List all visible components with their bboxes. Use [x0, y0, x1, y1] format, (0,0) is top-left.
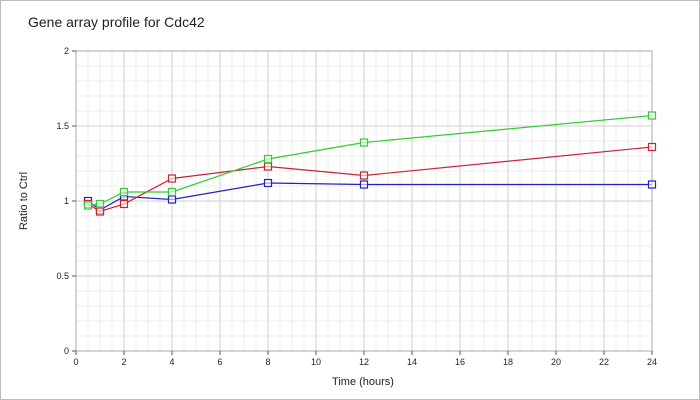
x-tick-label: 2	[121, 357, 126, 367]
x-axis-label: Time (hours)	[332, 376, 394, 388]
x-tick-label: 14	[407, 357, 417, 367]
data-point-marker	[263, 162, 273, 171]
series-1	[83, 178, 657, 215]
y-tick-label: 2	[64, 46, 69, 56]
x-tick-label: 12	[359, 357, 369, 367]
x-tick-label: 4	[169, 357, 174, 367]
data-point-marker	[647, 142, 657, 152]
y-axis-label: Ratio to Ctrl	[18, 172, 30, 230]
y-tick-label: 0.5	[56, 271, 69, 281]
y-tick-label: 0	[64, 346, 69, 356]
data-point-marker	[95, 207, 105, 216]
data-point-marker	[167, 195, 177, 204]
y-axis-ticks: 0 0.5 1 1.5 2	[56, 46, 76, 356]
y-tick-label: 1	[64, 196, 69, 206]
x-tick-label: 6	[217, 357, 222, 367]
x-tick-label: 8	[265, 357, 270, 367]
data-point-marker	[263, 154, 273, 164]
data-point-marker	[119, 199, 129, 209]
x-tick-label: 0	[73, 357, 78, 367]
data-point-marker	[83, 201, 93, 210]
data-point-marker	[167, 174, 177, 183]
data-point-marker	[119, 187, 129, 197]
y-tick-label: 1.5	[56, 121, 69, 131]
x-tick-label: 22	[599, 357, 609, 367]
data-point-marker	[359, 138, 369, 147]
data-point-marker	[647, 180, 657, 189]
data-point-marker	[359, 180, 369, 189]
x-tick-label: 20	[551, 357, 561, 367]
chart-title: Gene array profile for Cdc42	[28, 14, 205, 30]
series-3	[83, 111, 657, 210]
series-layer	[83, 111, 657, 216]
series-2	[83, 142, 657, 216]
data-point-marker	[167, 187, 177, 197]
x-tick-label: 10	[311, 357, 321, 367]
data-point-marker	[359, 171, 369, 180]
x-tick-label: 18	[503, 357, 513, 367]
data-point-marker	[647, 111, 657, 120]
x-tick-label: 16	[455, 357, 465, 367]
x-tick-label: 24	[647, 357, 657, 367]
data-point-marker	[95, 199, 105, 209]
data-point-marker	[263, 178, 273, 188]
x-axis-ticks: 0 2 4 6 8 10 12 14 16 18 20 22 24	[73, 351, 657, 367]
